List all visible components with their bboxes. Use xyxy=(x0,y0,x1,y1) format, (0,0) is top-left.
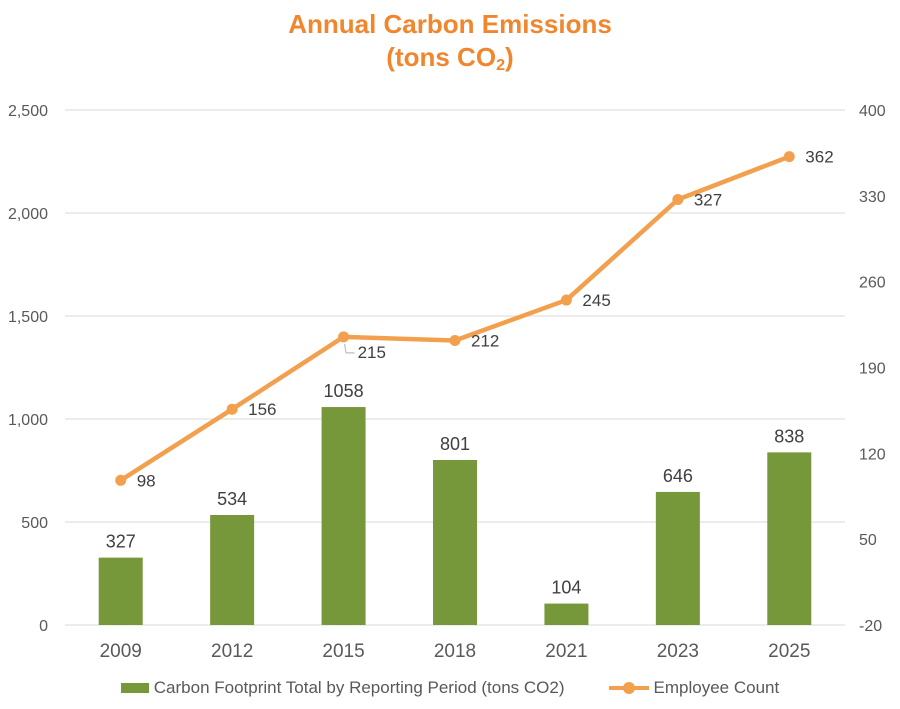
bar-data-label: 801 xyxy=(440,434,470,454)
employee-count-line xyxy=(118,154,792,483)
label-leader-line xyxy=(343,343,355,354)
line-marker xyxy=(449,335,461,347)
bar xyxy=(210,514,255,625)
line-marker xyxy=(560,294,572,306)
right-axis-tick-label: 260 xyxy=(859,275,886,292)
line-data-label: 98 xyxy=(137,471,156,490)
x-axis-label: 2018 xyxy=(434,641,476,662)
right-axis-tick-label: 120 xyxy=(859,446,886,463)
bar-data-label: 104 xyxy=(551,578,581,598)
line-data-label: 245 xyxy=(582,291,610,310)
x-axis-label: 2012 xyxy=(211,641,253,662)
bar-data-label: 1058 xyxy=(324,381,364,401)
chart-title: Annual Carbon Emissions (tons CO2) xyxy=(0,8,900,78)
chart-title-line2: (tons CO2) xyxy=(386,42,514,75)
left-axis-tick-label: 1,500 xyxy=(8,309,48,326)
bar xyxy=(544,603,589,625)
line-marker xyxy=(115,474,127,486)
line-series-swatch-icon xyxy=(608,682,649,694)
left-axis-tick-label: 0 xyxy=(39,618,48,635)
line-data-label: 327 xyxy=(694,191,722,210)
right-axis-tick-label: -20 xyxy=(859,618,882,635)
legend-item-employee-count: Employee Count xyxy=(608,678,780,698)
line-marker xyxy=(783,151,795,163)
chart-legend: Carbon Footprint Total by Reporting Peri… xyxy=(0,678,900,698)
x-axis-label: 2015 xyxy=(322,641,364,662)
left-axis-tick-label: 2,000 xyxy=(8,206,48,223)
x-axis-label: 2023 xyxy=(657,641,699,662)
bar xyxy=(433,459,477,625)
bar xyxy=(767,452,812,625)
x-axis-label: 2021 xyxy=(545,641,587,662)
bar xyxy=(655,491,700,625)
bar-data-label: 646 xyxy=(663,466,693,486)
line-data-label: 156 xyxy=(248,400,276,419)
x-axis-label: 2009 xyxy=(100,641,142,662)
right-axis-tick-label: 50 xyxy=(859,532,877,549)
legend-item-carbon-footprint: Carbon Footprint Total by Reporting Peri… xyxy=(120,678,565,698)
line-marker xyxy=(226,403,238,415)
bar-series-swatch-icon xyxy=(120,683,149,693)
right-axis-tick-label: 190 xyxy=(859,361,886,378)
bar-data-label: 534 xyxy=(217,489,247,509)
bar xyxy=(321,407,366,625)
bar xyxy=(98,557,143,625)
chart-title-line1: Annual Carbon Emissions xyxy=(288,9,612,39)
left-axis-tick-label: 500 xyxy=(21,515,48,532)
left-axis-tick-label: 2,500 xyxy=(8,103,48,120)
x-axis-label: 2025 xyxy=(768,641,810,662)
subscript-2: 2 xyxy=(496,56,506,75)
bar-data-label: 327 xyxy=(106,532,136,552)
line-marker xyxy=(338,331,350,343)
line-marker xyxy=(672,194,684,206)
right-axis-tick-label: 330 xyxy=(859,189,886,206)
left-axis-tick-label: 1,000 xyxy=(8,412,48,429)
line-data-label: 212 xyxy=(471,332,499,351)
legend-label-carbon-footprint: Carbon Footprint Total by Reporting Peri… xyxy=(153,678,565,697)
line-data-label: 362 xyxy=(805,148,833,167)
line-data-label: 215 xyxy=(358,343,386,362)
right-axis-tick-label: 400 xyxy=(859,103,886,120)
bar-data-label: 838 xyxy=(774,426,804,446)
legend-label-employee-count: Employee Count xyxy=(653,678,780,697)
